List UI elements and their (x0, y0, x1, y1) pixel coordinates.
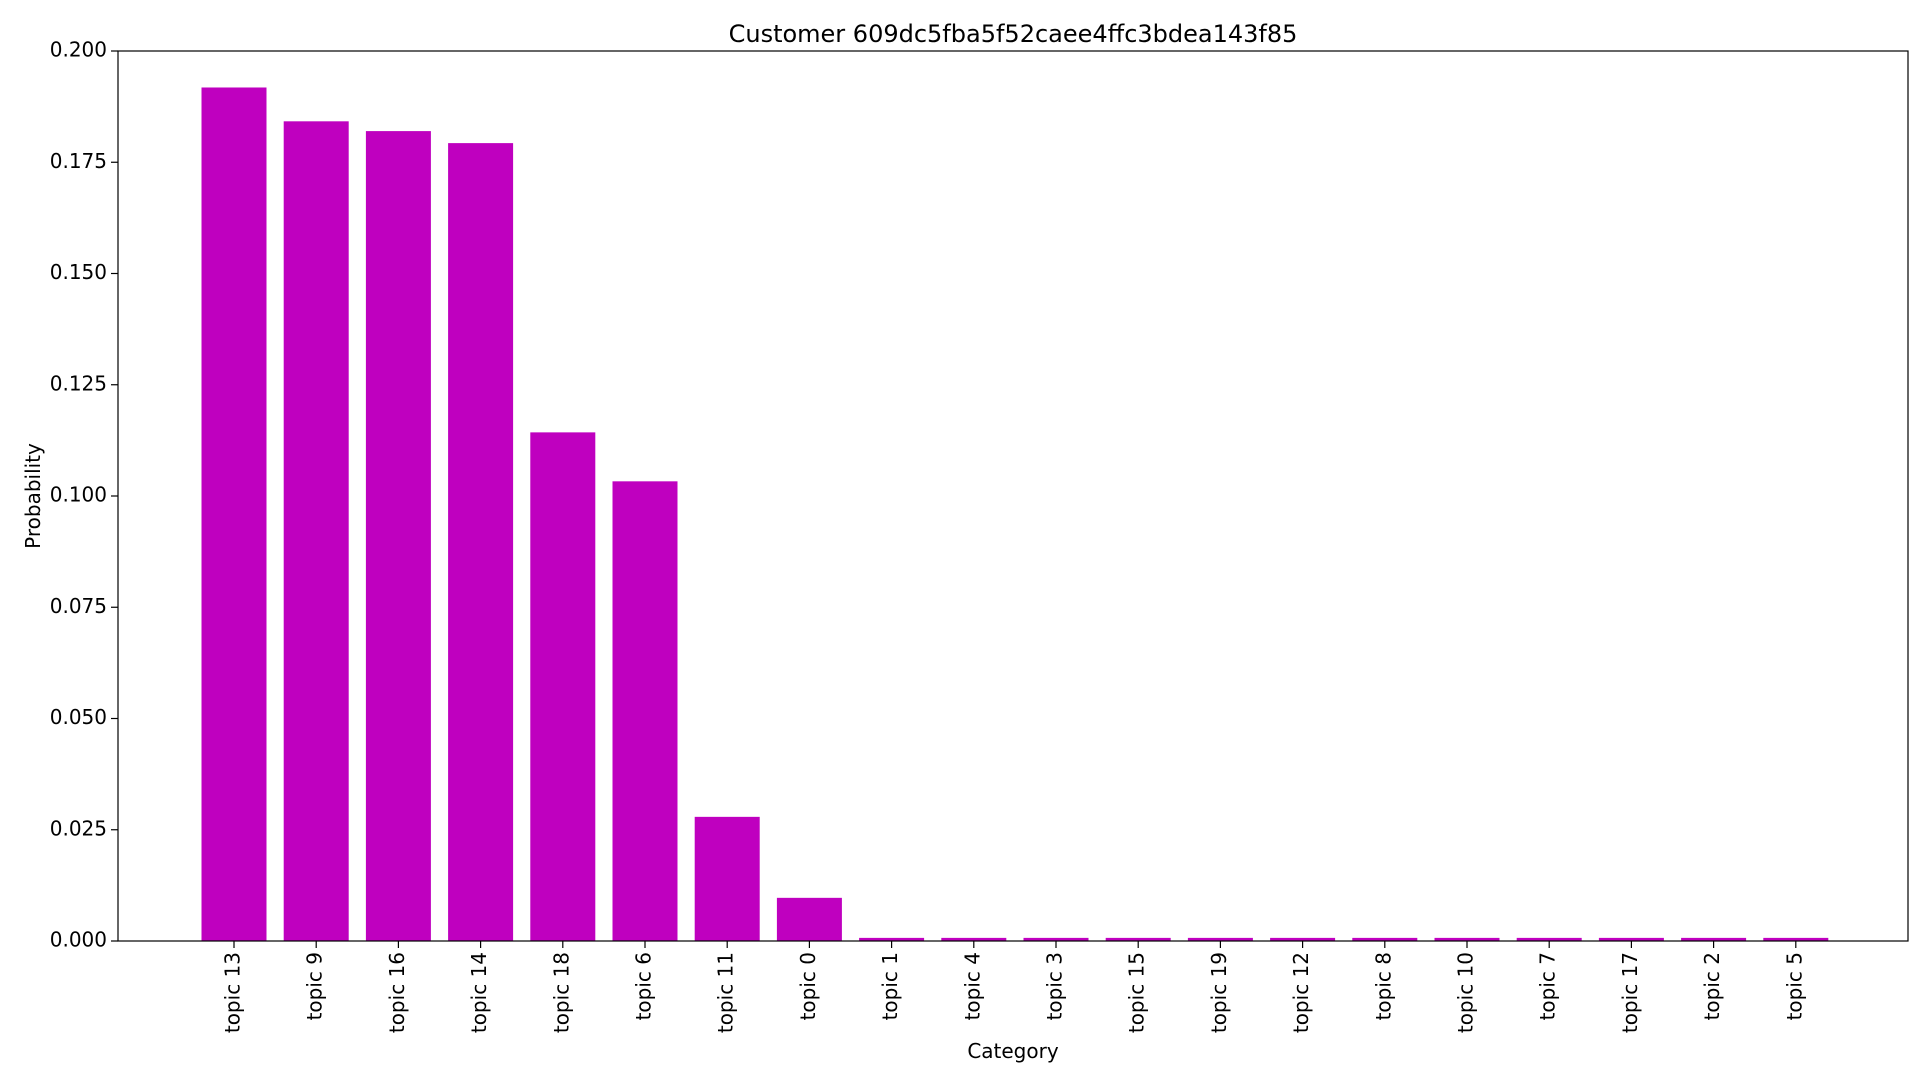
bar-topic-1 (859, 937, 925, 941)
x-axis-label: Category (967, 1039, 1059, 1063)
bar-topic-18 (530, 432, 596, 941)
bars-group (201, 87, 1829, 942)
x-tick-label: topic 15 (1125, 952, 1149, 1033)
bar-topic-17 (1598, 937, 1664, 941)
y-tick-label: 0.100 (50, 483, 107, 507)
bar-topic-11 (694, 816, 760, 941)
y-tick-label: 0.050 (50, 705, 107, 729)
bar-topic-2 (1681, 937, 1747, 941)
plot-frame (117, 50, 1909, 942)
bar-topic-16 (365, 131, 431, 942)
x-tick-label: topic 9 (303, 952, 327, 1020)
bar-topic-14 (448, 143, 514, 941)
y-tick-label: 0.175 (50, 149, 107, 173)
x-tick-label: topic 5 (1782, 952, 1806, 1020)
x-axis-ticks: topic 13 topic 9 topic 16 topic 14 topic 18 t… (221, 941, 1806, 1033)
x-tick-label: topic 1 (878, 952, 902, 1020)
y-tick-label: 0.125 (50, 371, 107, 395)
x-tick-label: topic 8 (1371, 952, 1395, 1020)
x-tick-label: topic 13 (221, 952, 245, 1033)
x-tick-label: topic 19 (1207, 952, 1231, 1033)
bar-topic-6 (612, 481, 678, 941)
x-tick-label: topic 18 (549, 952, 573, 1033)
y-axis-ticks: 0.000 0.025 0.050 0.075 0.100 0.125 0.150 0.175… (50, 38, 118, 952)
bar-topic-15 (1105, 937, 1171, 941)
bar-topic-7 (1516, 937, 1582, 941)
x-tick-label: topic 4 (960, 952, 984, 1020)
bar-topic-12 (1270, 937, 1336, 941)
y-tick-label: 0.200 (50, 38, 107, 62)
chart-title: Customer 609dc5fba5f52caee4ffc3bdea143f8… (729, 20, 1298, 48)
bar-topic-0 (776, 897, 842, 941)
x-tick-label: topic 2 (1700, 952, 1724, 1020)
bar-topic-5 (1763, 937, 1829, 941)
x-tick-label: topic 7 (1536, 952, 1560, 1020)
bar-topic-3 (1023, 937, 1089, 941)
x-tick-label: topic 12 (1289, 952, 1313, 1033)
bar-topic-9 (283, 121, 349, 941)
x-tick-label: topic 14 (467, 952, 491, 1033)
bar-topic-8 (1352, 937, 1418, 941)
bar-topic-10 (1434, 937, 1500, 941)
y-tick-label: 0.000 (50, 928, 107, 952)
y-tick-label: 0.150 (50, 260, 107, 284)
x-tick-label: topic 6 (632, 952, 656, 1020)
bar-topic-13 (201, 87, 267, 942)
x-tick-label: topic 16 (385, 952, 409, 1033)
x-tick-label: topic 11 (714, 952, 738, 1033)
x-tick-label: topic 17 (1618, 952, 1642, 1033)
x-tick-label: topic 3 (1043, 952, 1067, 1020)
bar-topic-19 (1187, 937, 1253, 941)
y-tick-label: 0.025 (50, 816, 107, 840)
x-tick-label: topic 10 (1454, 952, 1478, 1033)
y-axis-label: Probability (21, 443, 45, 549)
y-tick-label: 0.075 (50, 594, 107, 618)
x-tick-label: topic 0 (796, 952, 820, 1020)
bar-topic-4 (941, 937, 1007, 941)
